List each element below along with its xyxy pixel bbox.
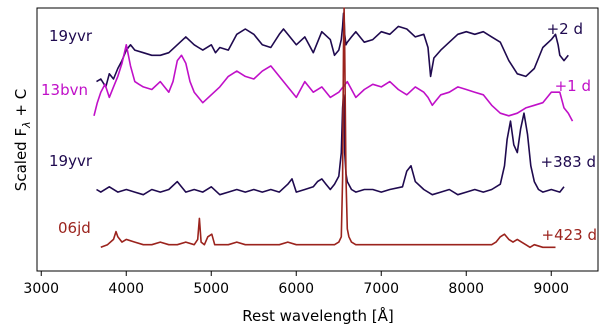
- x-tick-label: 3000: [23, 281, 59, 297]
- spectrum-line-2: [96, 94, 565, 196]
- y-axis-label-main: Scaled F: [12, 128, 30, 191]
- label-epoch-plus2d: +2 d: [547, 20, 583, 38]
- y-axis-label-tail: + C: [12, 89, 30, 122]
- x-tick-label: 4000: [108, 281, 144, 297]
- x-axis-label: Rest wavelength [Å]: [242, 306, 394, 325]
- x-tick-label: 9000: [533, 281, 569, 297]
- label-19yvr-early: 19yvr: [49, 27, 93, 45]
- label-19yvr-late: 19yvr: [49, 152, 93, 170]
- series-layer: [93, 7, 574, 249]
- label-epoch-plus423d: +423 d: [542, 226, 598, 244]
- label-13bvn: 13bvn: [41, 81, 88, 99]
- label-06jd: 06jd: [58, 219, 91, 237]
- spectrum-line-0: [96, 12, 569, 88]
- plot-area-frame: [36, 7, 599, 272]
- x-tick-label: 7000: [363, 281, 399, 297]
- series-annotations: 19yvr +2 d 13bvn +1 d 19yvr +383 d 06jd …: [41, 20, 597, 244]
- label-epoch-plus383d: +383 d: [541, 153, 597, 171]
- label-epoch-plus1d: +1 d: [555, 77, 591, 95]
- x-tick-label: 5000: [193, 281, 229, 297]
- x-tick-label: 8000: [448, 281, 484, 297]
- x-tick-label: 6000: [278, 281, 314, 297]
- x-axis-ticks: 3000 4000 5000 6000 7000 8000 9000: [23, 271, 569, 297]
- spectrum-line-3: [100, 7, 556, 249]
- spectrum-line-1: [93, 44, 574, 122]
- y-axis-label: Scaled Fλ + C: [12, 89, 33, 191]
- y-axis-label-sub: λ: [20, 121, 33, 129]
